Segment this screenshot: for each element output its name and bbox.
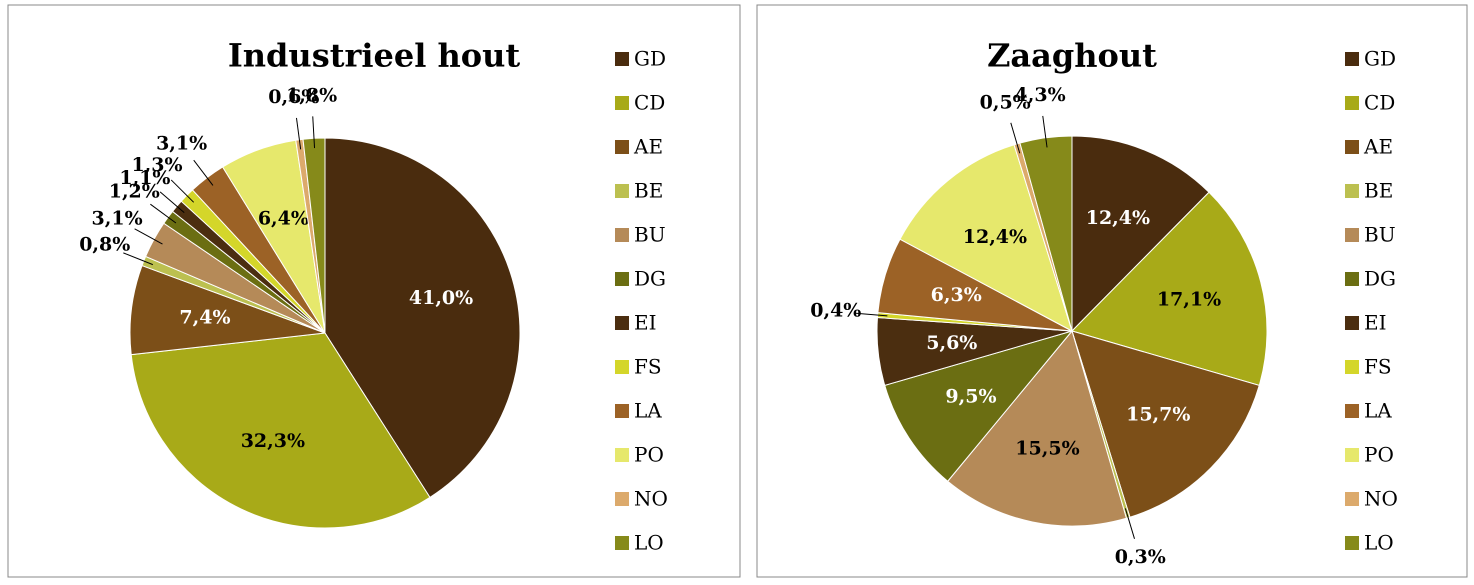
legend-swatch — [1345, 52, 1359, 66]
legend-swatch — [1345, 272, 1359, 286]
leader-line — [123, 252, 154, 266]
legend-swatch — [615, 272, 629, 286]
legend-label: PO — [634, 443, 664, 467]
legend-swatch — [615, 360, 629, 374]
leader-line — [1124, 508, 1135, 539]
legend-label: NO — [1364, 487, 1398, 511]
data-label: 0,8% — [79, 233, 130, 255]
legend-label: BU — [634, 223, 666, 247]
data-label: 15,7% — [1126, 404, 1190, 426]
data-label: 9,5% — [945, 385, 996, 407]
legend-swatch — [1345, 140, 1359, 154]
data-label: 6,4% — [258, 207, 309, 229]
data-label: 3,1% — [156, 132, 207, 154]
data-label: 6,3% — [931, 284, 982, 306]
pie-slice — [1071, 191, 1268, 387]
legend-label: EI — [1364, 311, 1387, 335]
data-label: 7,4% — [179, 306, 230, 328]
leader-line — [150, 203, 177, 224]
pie-slice — [1071, 330, 1260, 518]
legend-swatch — [615, 184, 629, 198]
legend-label: FS — [634, 355, 662, 379]
leader-line — [295, 117, 302, 150]
legend-label: DG — [1364, 267, 1396, 291]
legend-label: FS — [1364, 355, 1392, 379]
legend-swatch — [615, 492, 629, 506]
legend-label: CD — [1364, 91, 1395, 115]
chart-title: Industrieel hout — [228, 37, 521, 75]
legend-label: BE — [634, 179, 663, 203]
data-label: 12,4% — [963, 226, 1027, 248]
leader-line — [193, 159, 214, 186]
legend-label: LA — [1364, 399, 1392, 423]
pie-slice — [130, 332, 431, 529]
leader-line — [312, 116, 316, 149]
legend-swatch — [1345, 448, 1359, 462]
legend-label: LA — [634, 399, 662, 423]
legend-label: DG — [634, 267, 666, 291]
legend-swatch — [615, 140, 629, 154]
legend-label: LO — [634, 531, 664, 555]
legend-swatch — [615, 448, 629, 462]
data-label: 0,4% — [810, 300, 861, 322]
leader-line — [1010, 122, 1021, 154]
legend-label: AE — [1363, 135, 1393, 159]
chart-title: Zaaghout — [987, 37, 1157, 75]
legend-label: GD — [634, 47, 666, 71]
data-label: 0,5% — [980, 92, 1031, 114]
legend-swatch — [615, 316, 629, 330]
data-label: 1,2% — [109, 180, 160, 202]
leader-line — [170, 179, 195, 203]
legend-swatch — [1345, 228, 1359, 242]
legend-swatch — [1345, 184, 1359, 198]
legend-swatch — [1345, 492, 1359, 506]
data-label: 1,1% — [119, 167, 170, 189]
pie-slice — [324, 137, 521, 499]
data-label: 15,5% — [1015, 437, 1079, 459]
legend-label: EI — [634, 311, 657, 335]
leader-line — [134, 228, 163, 245]
legend-swatch — [615, 228, 629, 242]
legend-swatch — [1345, 316, 1359, 330]
legend-swatch — [615, 96, 629, 110]
pie-slice — [884, 330, 1074, 482]
legend-label: PO — [1364, 443, 1394, 467]
leader-line — [159, 191, 185, 213]
leader-line — [1042, 115, 1048, 148]
leader-line — [855, 312, 888, 317]
data-label: 3,1% — [92, 207, 143, 229]
data-label: 1,3% — [131, 154, 182, 176]
data-label: 1,8% — [286, 84, 337, 106]
data-label: 32,3% — [241, 430, 305, 452]
data-label: 41,0% — [409, 287, 473, 309]
pie-slice — [899, 144, 1073, 333]
data-label: 5,6% — [926, 332, 977, 354]
data-label: 4,3% — [1015, 84, 1066, 106]
legend-swatch — [1345, 536, 1359, 550]
legend-swatch — [615, 536, 629, 550]
legend-label: GD — [1364, 47, 1396, 71]
legend-label: CD — [634, 91, 665, 115]
legend-label: LO — [1364, 531, 1394, 555]
legend-swatch — [615, 52, 629, 66]
data-label: 12,4% — [1086, 207, 1150, 229]
data-label: 0,3% — [1115, 546, 1166, 568]
legend-label: BE — [1364, 179, 1393, 203]
legend-label: BU — [1364, 223, 1396, 247]
legend-swatch — [615, 404, 629, 418]
data-label: 17,1% — [1157, 289, 1221, 311]
pie-slice — [1071, 135, 1210, 333]
legend-swatch — [1345, 360, 1359, 374]
legend-swatch — [1345, 404, 1359, 418]
pie-slice — [946, 329, 1128, 527]
legend-label: AE — [633, 135, 663, 159]
legend-swatch — [1345, 96, 1359, 110]
legend-label: NO — [634, 487, 668, 511]
data-label: 0,6% — [268, 86, 319, 108]
